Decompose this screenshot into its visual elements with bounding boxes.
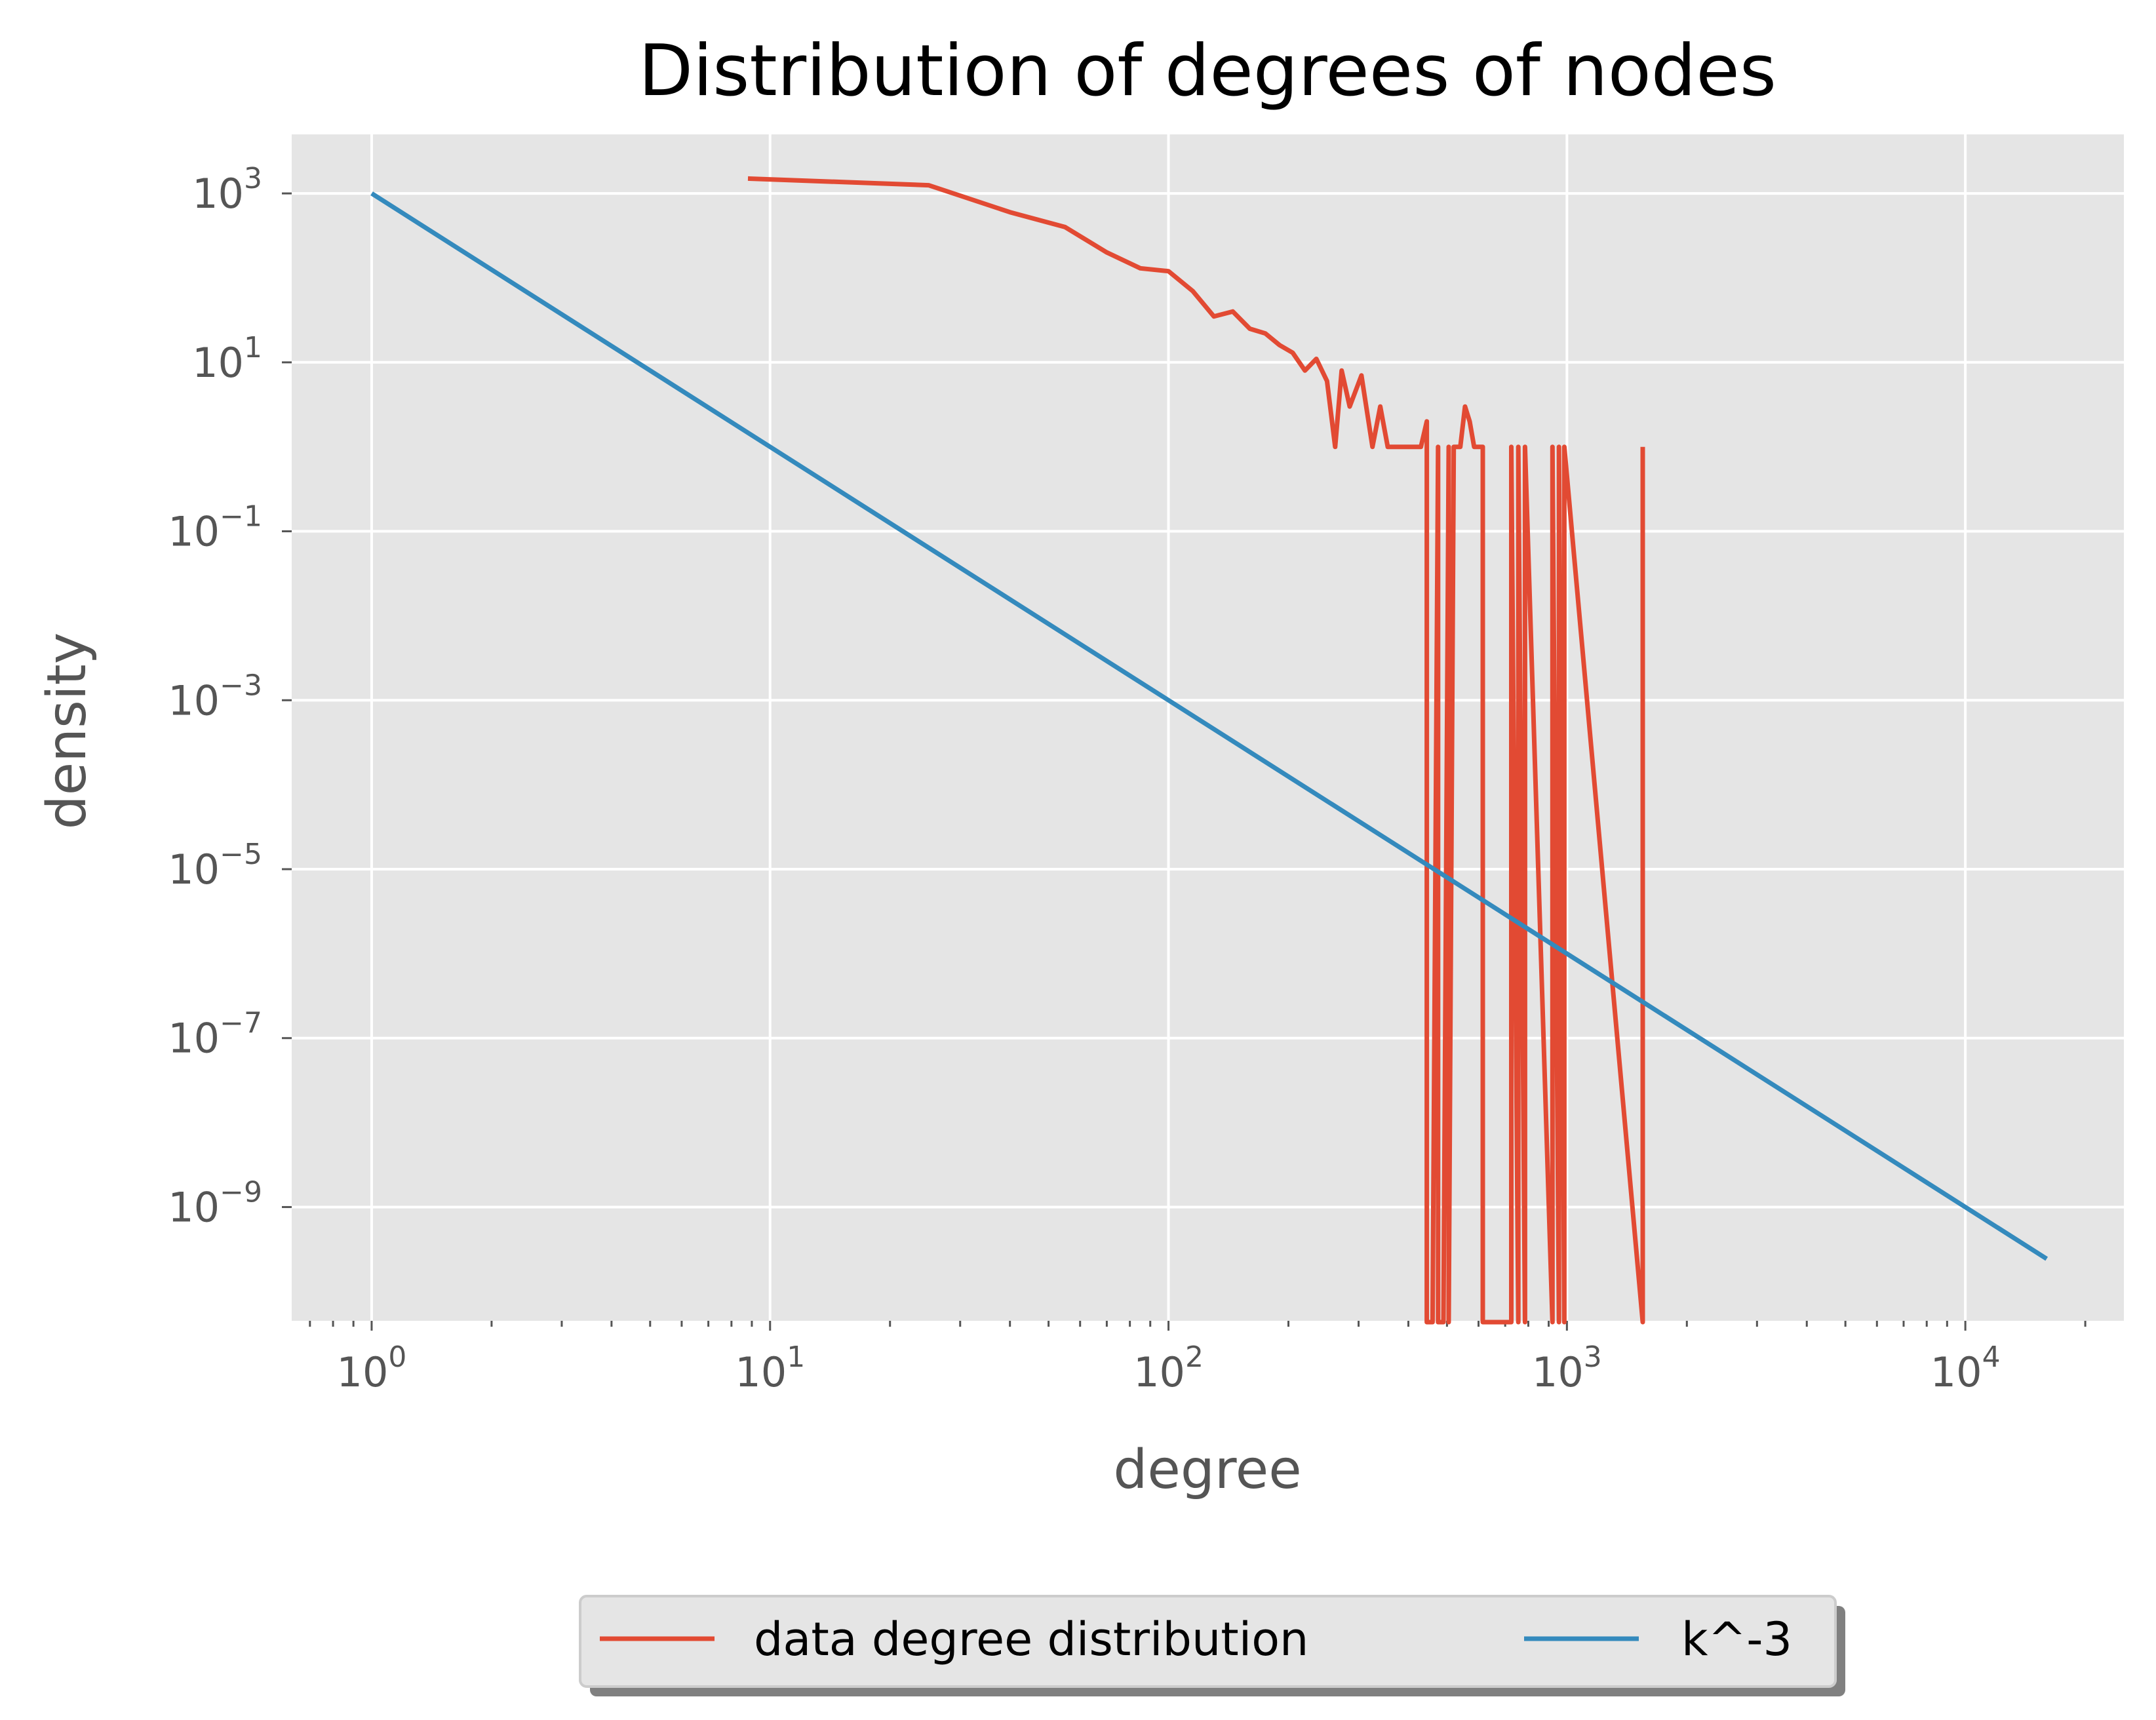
grid	[292, 134, 2124, 1321]
x-axis-label: degree	[1113, 1439, 1301, 1501]
series-line-data-degree-distribution	[747, 176, 1645, 1325]
y-tick-label: 10−1	[168, 500, 262, 556]
x-tick-label: 103	[1532, 1340, 1602, 1396]
legend-label-power-law: k^-3	[1681, 1612, 1792, 1666]
y-tick-label: 10−9	[168, 1175, 262, 1231]
x-tick-label: 104	[1931, 1340, 2001, 1396]
series-line-power-law	[370, 191, 2048, 1261]
chart-title: Distribution of degrees of nodes	[638, 30, 1776, 112]
x-tick-label: 100	[337, 1340, 407, 1396]
x-tick-label: 101	[735, 1340, 805, 1396]
x-minor-ticks	[309, 1321, 2087, 1327]
y-axis-label: density	[36, 633, 98, 830]
y-axis-ticks: 103 101 10−1 10−3 10−5 10−7 10−9	[168, 162, 292, 1231]
y-tick-label: 10−7	[168, 1007, 262, 1063]
y-tick-label: 103	[192, 162, 262, 218]
legend-label-data: data degree distribution	[754, 1612, 1308, 1666]
y-tick-label: 10−3	[168, 669, 262, 724]
legend: data degree distribution k^-3	[579, 1595, 1845, 1696]
x-axis-ticks: 100 101 102 103 104	[337, 1321, 2001, 1396]
y-tick-label: 101	[192, 331, 262, 387]
legend-box	[579, 1595, 1837, 1688]
x-tick-label: 102	[1133, 1340, 1204, 1396]
y-tick-label: 10−5	[168, 838, 262, 893]
series-layer	[370, 176, 2048, 1325]
